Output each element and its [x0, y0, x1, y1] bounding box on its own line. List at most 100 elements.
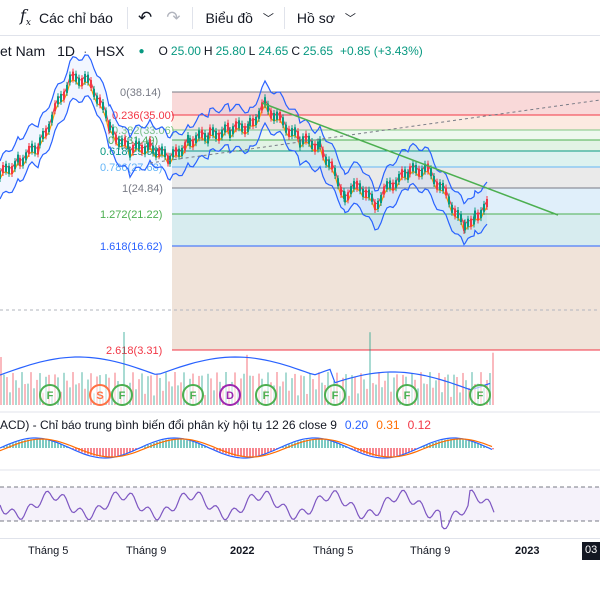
macd-value-2: 0.31	[376, 418, 400, 432]
candle-body	[380, 195, 382, 204]
exchange-label: HSX	[95, 43, 125, 59]
event-marker[interactable]	[111, 384, 133, 406]
macd-histogram-bar	[384, 448, 386, 457]
event-marker[interactable]	[324, 384, 346, 406]
high-label: H	[203, 44, 213, 58]
macd-histogram-bar	[15, 442, 17, 448]
volume-bar	[240, 378, 242, 405]
candle-body	[118, 138, 120, 147]
candle-body	[267, 103, 269, 112]
candle-body	[470, 218, 472, 227]
toolbar-divider	[192, 6, 194, 29]
trendline[interactable]	[261, 102, 559, 216]
function-icon: fx	[20, 6, 31, 29]
candle-body	[398, 174, 400, 183]
macd-histogram-bar	[201, 444, 203, 448]
macd-histogram-bar	[129, 448, 131, 453]
candle-body	[433, 176, 435, 185]
candle-body	[407, 171, 409, 180]
volume-bar	[84, 388, 86, 405]
event-marker[interactable]	[182, 384, 204, 406]
macd-title[interactable]: ACD) - Chỉ báo trung bình biến đổi phân …	[0, 418, 337, 432]
event-marker[interactable]	[89, 384, 111, 406]
macd-histogram-bar	[21, 440, 23, 448]
macd-histogram-bar	[372, 448, 374, 456]
macd-histogram-bar	[168, 439, 170, 448]
volume-bar	[396, 374, 398, 405]
volume-bar	[345, 374, 347, 405]
volume-bar	[390, 391, 392, 405]
candle-body	[325, 156, 327, 165]
indicators-button[interactable]: fx Các chỉ báo	[20, 0, 113, 36]
dashed-trendline[interactable]	[149, 99, 600, 164]
time-axis[interactable]: Tháng 5 Tháng 9 2022 Tháng 5 Tháng 9 202…	[0, 538, 600, 562]
candle-body	[39, 137, 41, 146]
macd-histogram-bar	[354, 448, 356, 450]
candle-body	[285, 124, 287, 133]
undo-icon[interactable]: ↶	[137, 7, 153, 27]
candle-body	[356, 180, 358, 189]
candle-body	[158, 148, 160, 157]
event-marker[interactable]	[469, 384, 491, 406]
candle-body	[344, 194, 346, 203]
candle-body	[121, 138, 123, 147]
candle-body	[362, 188, 364, 197]
ohlc-values: O 25.00 H 25.80 L 24.65 C 25.65 +0.85 (+3.43…	[159, 44, 423, 58]
macd-histogram-bar	[267, 448, 269, 453]
candle-body	[84, 73, 86, 82]
candle-body	[31, 143, 33, 152]
interval-label[interactable]: 1D	[57, 43, 76, 59]
volume-bar	[297, 395, 299, 405]
candle-body	[63, 91, 65, 100]
macd-histogram-bar	[300, 440, 302, 448]
redo-icon[interactable]: ↷	[166, 7, 181, 27]
candle-body	[317, 141, 319, 150]
candle-body	[235, 121, 237, 130]
candle-body	[189, 138, 191, 147]
event-marker-label: F	[332, 390, 339, 402]
volume-bar	[0, 357, 2, 405]
macd-histogram-bar	[132, 448, 134, 452]
bollinger-upper-line	[0, 54, 488, 205]
price-chart[interactable]: 0(38.14)0.236(35.00)0.382(33.06)0.5(31.4…	[0, 36, 600, 560]
chart-type-button[interactable]: Biểu đồ ﹀	[205, 0, 273, 36]
volume-bar	[438, 372, 440, 405]
macd-histogram-bar	[84, 448, 86, 454]
macd-histogram-bar	[87, 448, 89, 455]
event-marker-label: F	[477, 390, 484, 402]
candle-body	[418, 168, 420, 177]
macd-histogram-bar	[54, 442, 56, 448]
volume-bar	[447, 374, 449, 405]
macd-histogram-bar	[450, 439, 452, 448]
volume-bar	[156, 373, 158, 405]
event-marker[interactable]	[219, 384, 241, 406]
candle-body	[264, 97, 266, 106]
candle-body	[377, 200, 379, 209]
macd-histogram-bar	[324, 439, 326, 448]
volume-bar	[27, 383, 29, 405]
candle-body	[218, 132, 220, 141]
volume-bar	[144, 393, 146, 405]
volume-bar	[417, 388, 419, 405]
macd-histogram-bar	[414, 448, 416, 450]
candle-body	[124, 137, 126, 146]
candle-body	[308, 135, 310, 144]
event-marker[interactable]	[396, 384, 418, 406]
candle-body	[5, 163, 7, 172]
event-marker[interactable]	[255, 384, 277, 406]
high-value: 25.80	[215, 44, 246, 58]
macd-histogram-bar	[270, 448, 272, 452]
macd-histogram-bar	[255, 448, 257, 456]
macd-histogram-bar	[135, 448, 137, 450]
macd-histogram-bar	[459, 439, 461, 448]
macd-histogram-bar	[192, 441, 194, 448]
time-label: 2023	[515, 545, 540, 557]
volume-bar	[429, 372, 431, 405]
low-value: 24.65	[258, 44, 289, 58]
macd-histogram-bar	[51, 441, 53, 448]
symbol-name[interactable]: et Nam	[0, 43, 46, 59]
macd-histogram-bar	[321, 439, 323, 448]
profile-button[interactable]: Hồ sơ ﹀	[297, 0, 356, 36]
event-marker[interactable]	[39, 384, 61, 406]
candle-body	[181, 147, 183, 156]
